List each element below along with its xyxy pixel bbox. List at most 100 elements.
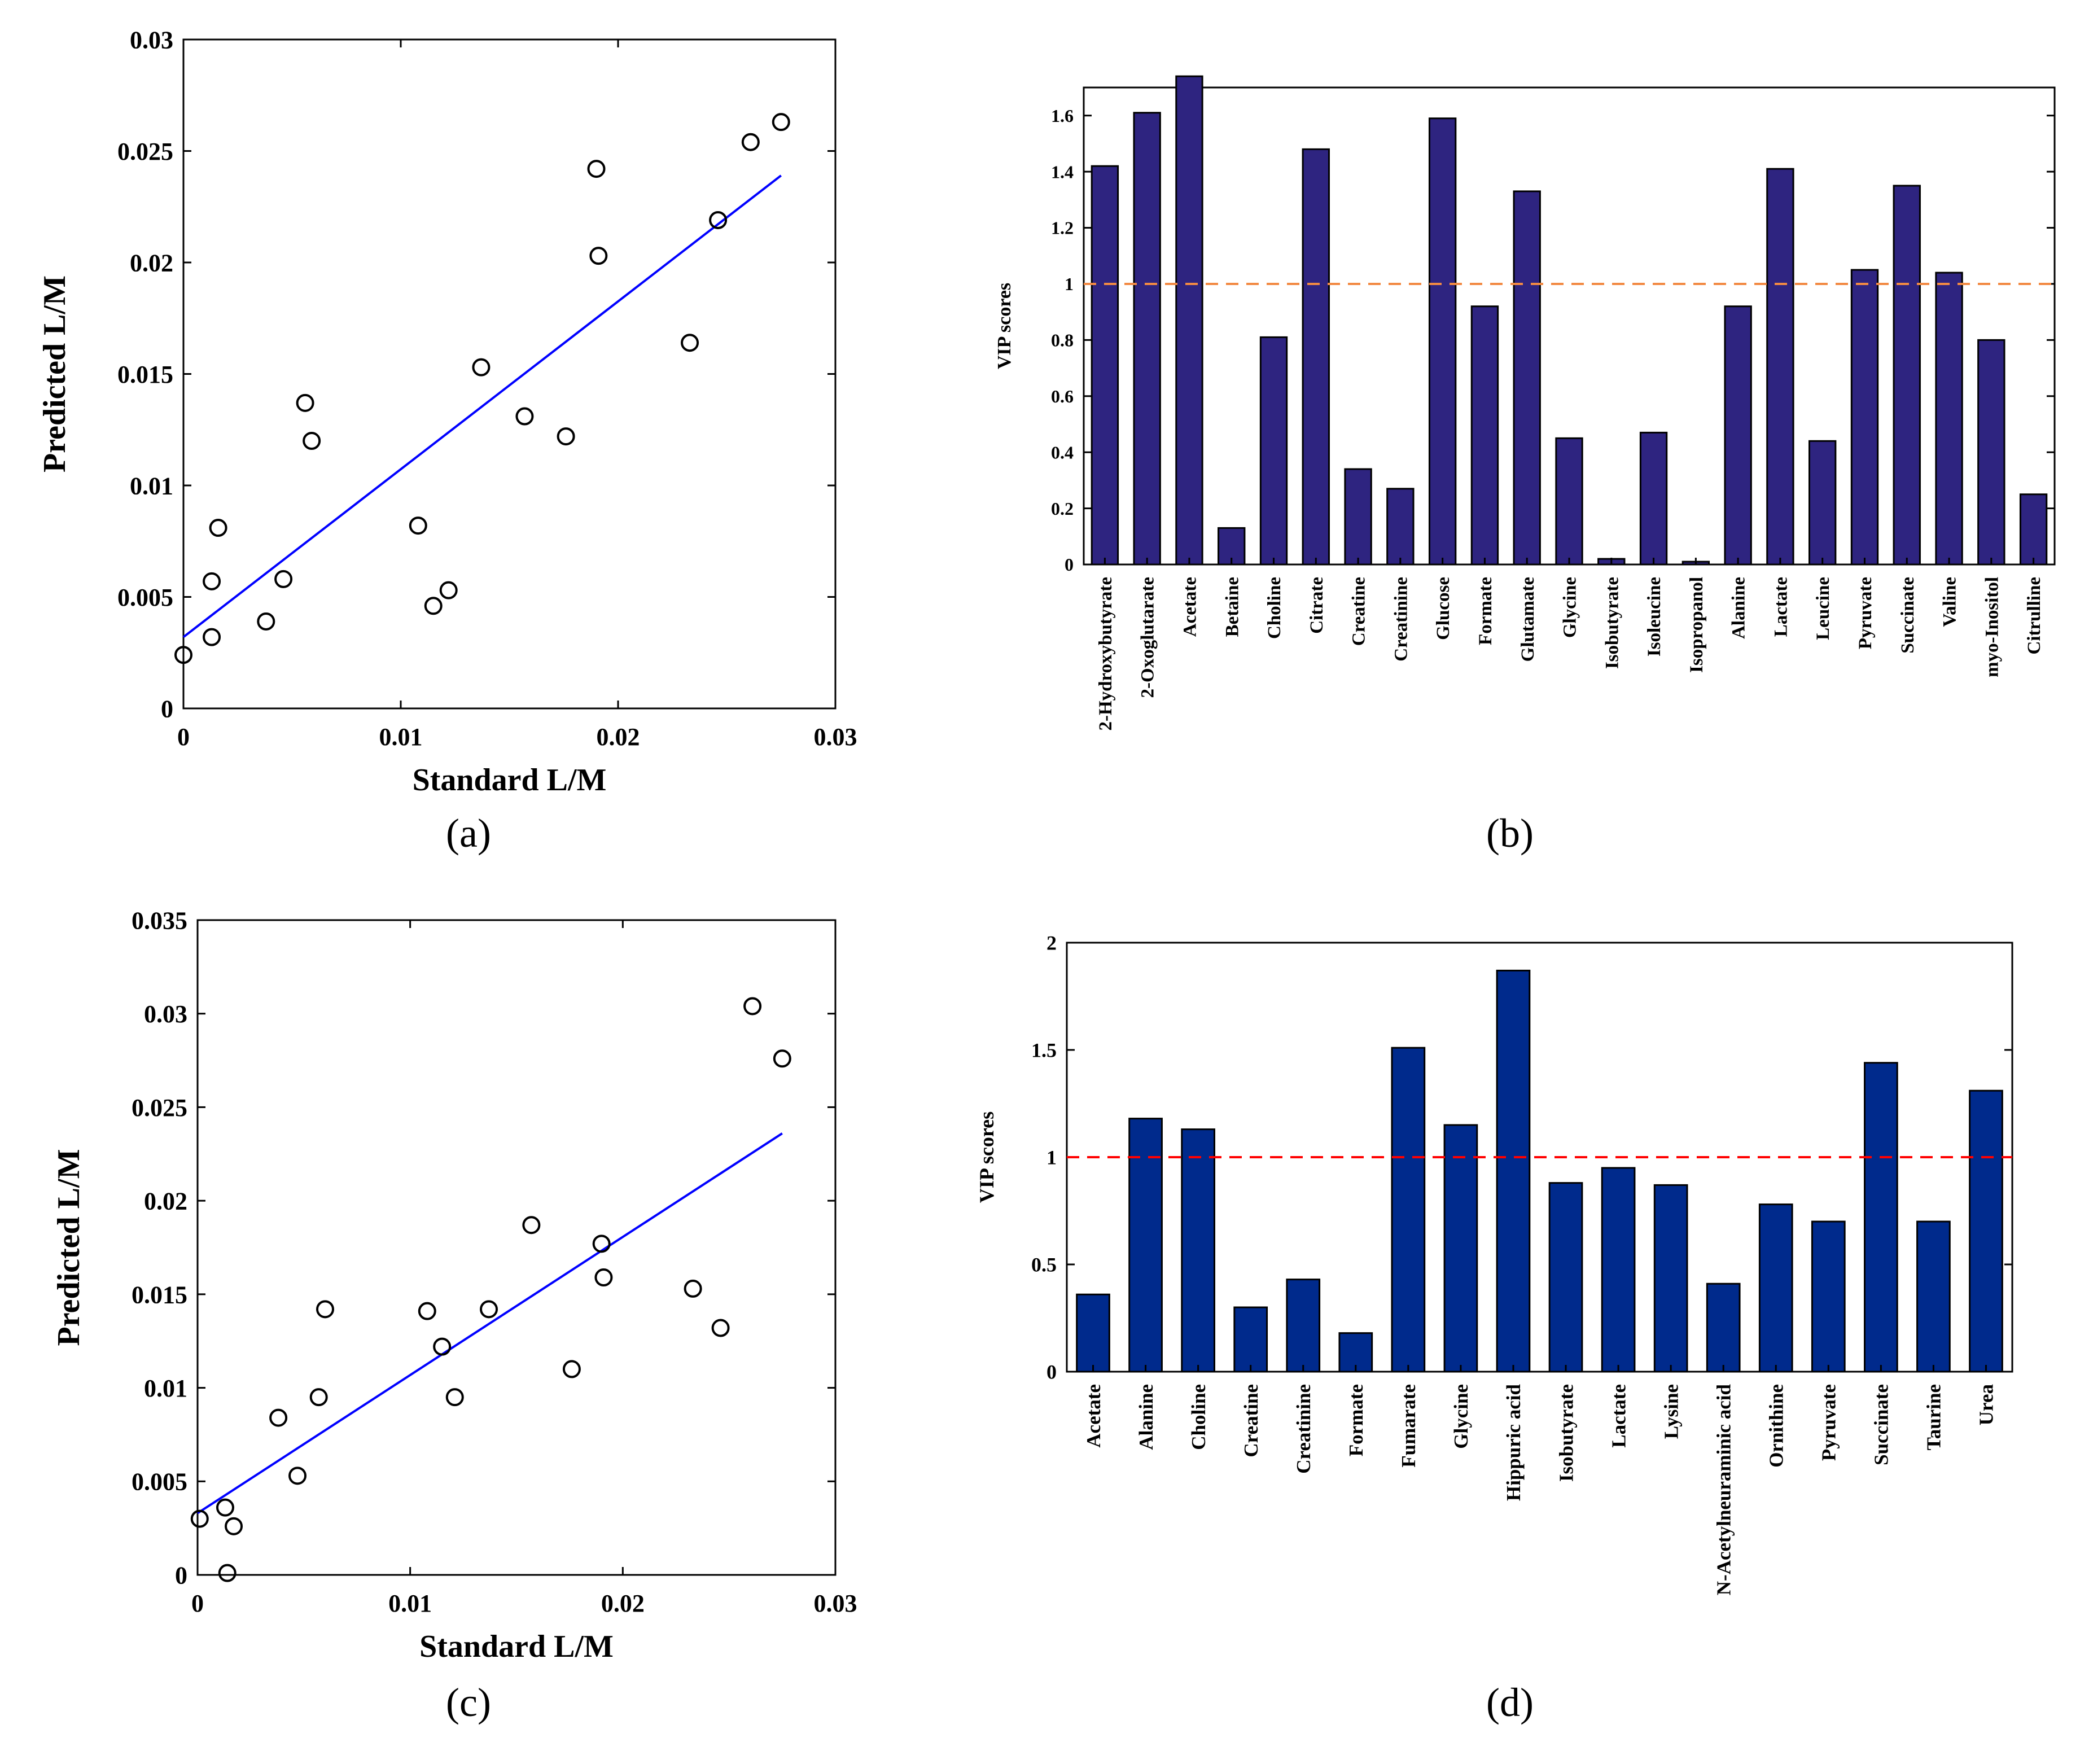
- x-axis-label: Standard L/M: [419, 1629, 614, 1664]
- bar: [1601, 1167, 1636, 1373]
- x-tick-label: 0: [191, 1590, 204, 1617]
- bar: [1548, 1182, 1583, 1373]
- bar: [1864, 1062, 1898, 1373]
- y-tick-label: 0.025: [117, 138, 173, 165]
- y-tick-label: 0.02: [130, 249, 173, 277]
- category-label: Succinate: [1871, 1384, 1893, 1465]
- bar: [1218, 527, 1246, 566]
- bar: [1893, 185, 1921, 566]
- bar: [1443, 1124, 1478, 1373]
- y-tick-label: 0.03: [144, 1000, 187, 1028]
- y-tick-label: 0.005: [117, 584, 173, 611]
- y-tick-label: 1: [1065, 274, 1074, 294]
- y-tick-label: 0.025: [132, 1094, 187, 1122]
- bar: [1811, 1220, 1846, 1373]
- bar: [1808, 440, 1837, 566]
- data-point: [480, 1300, 498, 1319]
- data-point: [681, 334, 699, 352]
- category-label: Pyruvate: [1818, 1384, 1840, 1461]
- data-point: [296, 393, 314, 412]
- data-point: [216, 1498, 234, 1517]
- category-label: Creatine: [1240, 1384, 1262, 1457]
- data-point: [522, 1216, 541, 1235]
- category-label: 2-Hydroxybutyrate: [1096, 577, 1116, 731]
- category-label: Ornithine: [1766, 1384, 1788, 1468]
- y-axis-label: Predicted L/M: [51, 1149, 86, 1346]
- category-label: Isobutyrate: [1602, 577, 1622, 669]
- bar: [1977, 339, 2005, 566]
- category-label: Glutamate: [1518, 577, 1538, 662]
- category-label: Formate: [1345, 1384, 1367, 1456]
- y-tick-label: 0.6: [1051, 386, 1074, 406]
- category-label: Glycine: [1450, 1384, 1472, 1449]
- data-point: [203, 628, 221, 646]
- chart-panel-2: 0 0.005 0.01 0.015 0.02 0.025 0.03 0.035 Predict…: [51, 907, 857, 1725]
- category-label: Taurine: [1923, 1384, 1945, 1450]
- data-point: [190, 1509, 209, 1528]
- bar: [2019, 493, 2048, 566]
- bar: [1181, 1128, 1215, 1373]
- y-tick-label: 0.4: [1051, 442, 1074, 462]
- data-point: [743, 997, 762, 1015]
- category-label: Citrulline: [2024, 577, 2044, 655]
- data-point: [711, 1319, 730, 1337]
- y-tick-label: 0.8: [1051, 330, 1074, 351]
- category-label: Glucose: [1433, 577, 1453, 640]
- bar: [1496, 969, 1531, 1373]
- category-label: Isopropanol: [1687, 577, 1707, 673]
- bar: [1386, 488, 1415, 566]
- data-point: [274, 570, 293, 588]
- x-tick-label: 0.02: [601, 1590, 645, 1617]
- category-label: N-Acetylneuraminic acid: [1713, 1384, 1735, 1595]
- x-tick-label: 0.01: [388, 1590, 432, 1617]
- y-axis-label: VIP scores: [994, 283, 1015, 369]
- y-tick-label: 1.6: [1051, 106, 1074, 126]
- y-tick-label: 0: [1065, 554, 1074, 575]
- category-label: Alanine: [1729, 577, 1749, 639]
- y-tick-label: 1: [1046, 1146, 1057, 1169]
- panel-label: (a): [446, 811, 491, 856]
- chart-panel-1: 0 0.2 0.4 0.6 0.8 1 1.2 1.4 1.6 VIP scores 2-Hydro…: [994, 75, 2056, 856]
- y-tick-label: 0.03: [130, 26, 173, 54]
- data-point: [433, 1337, 452, 1356]
- bar: [1513, 190, 1541, 566]
- bar: [1076, 1293, 1110, 1373]
- y-tick-label: 0: [1046, 1361, 1057, 1384]
- data-point: [439, 581, 458, 599]
- data-point: [592, 1235, 611, 1253]
- category-label: Leucine: [1813, 577, 1833, 640]
- category-label: Fumarate: [1398, 1384, 1420, 1468]
- x-tick-label: 0.03: [814, 1590, 857, 1617]
- chart-panel-0: 0 0.005 0.01 0.015 0.02 0.025 0.03 Predicted L/…: [37, 26, 857, 856]
- bar: [1259, 336, 1288, 566]
- panel-label: (c): [446, 1680, 491, 1725]
- panel-label: (b): [1486, 811, 1534, 856]
- data-point: [218, 1564, 237, 1582]
- data-point: [587, 160, 606, 178]
- data-point: [472, 358, 491, 377]
- x-tick-label: 0: [177, 723, 190, 751]
- bar: [1758, 1203, 1793, 1373]
- bar: [1766, 168, 1794, 566]
- category-label: Alanine: [1135, 1384, 1157, 1450]
- data-point: [203, 572, 221, 590]
- bar: [1850, 269, 1879, 566]
- data-point: [174, 646, 192, 664]
- bar: [1091, 165, 1119, 566]
- category-label: Succinate: [1898, 577, 1918, 654]
- bar: [1555, 437, 1583, 566]
- y-tick-label: 0.02: [144, 1188, 187, 1215]
- category-label: Betaine: [1222, 577, 1242, 637]
- data-point: [225, 1517, 243, 1535]
- x-tick-label: 0.01: [379, 723, 423, 751]
- x-tick-label: 0.03: [814, 723, 857, 751]
- bar: [1639, 431, 1668, 566]
- category-label: myo-Inositol: [1982, 577, 2002, 677]
- data-point: [209, 519, 227, 537]
- y-tick-label: 0.5: [1031, 1254, 1057, 1276]
- bar: [1391, 1047, 1426, 1373]
- category-label: Lysine: [1660, 1384, 1682, 1439]
- panel-label: (d): [1486, 1680, 1534, 1725]
- category-label: Formate: [1475, 577, 1496, 645]
- data-point: [418, 1302, 436, 1320]
